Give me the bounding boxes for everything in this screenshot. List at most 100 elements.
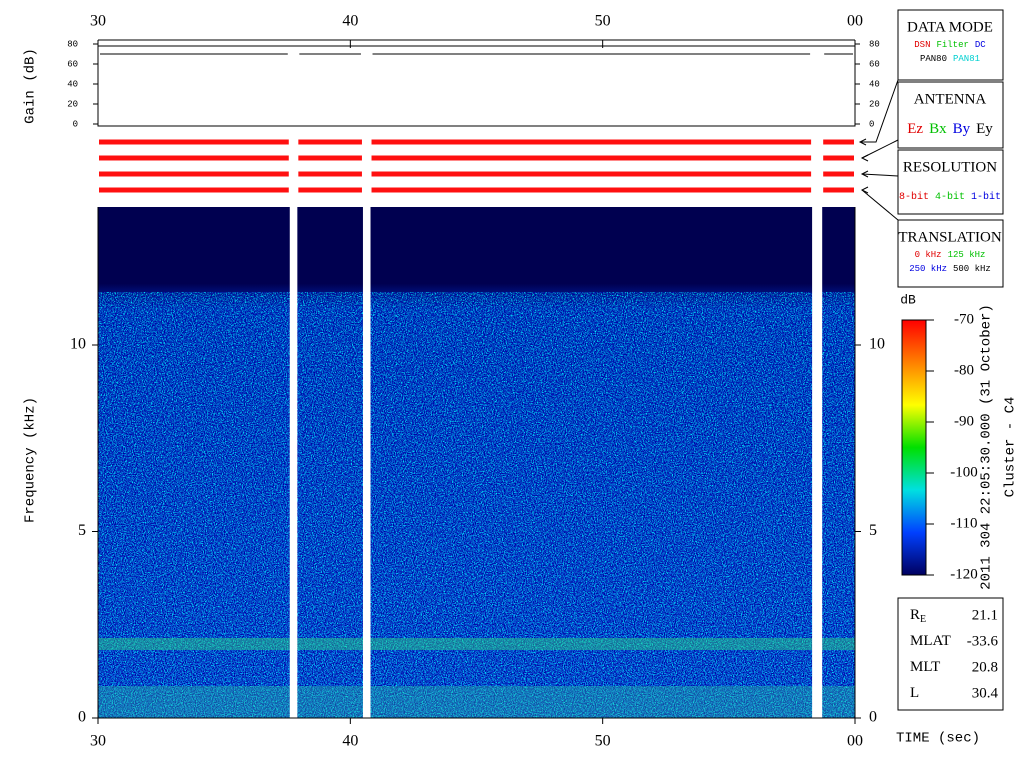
colorbar-tick-label: -70 xyxy=(954,311,974,327)
gain-tick-label: 0 xyxy=(73,119,78,129)
panel-item: 4-bit xyxy=(935,191,965,203)
panel-box xyxy=(897,149,1004,215)
status-bar xyxy=(298,155,362,161)
timestamp: 2011 304 22:05:30.000 (31 October) xyxy=(979,304,995,590)
y-tick-label: 10 xyxy=(869,336,885,353)
status-bar xyxy=(99,187,289,193)
panel-item: DSN xyxy=(914,40,930,50)
status-bar xyxy=(298,187,362,193)
panel-title: DATA MODE xyxy=(907,19,993,35)
panel-item: 8-bit xyxy=(899,191,929,203)
panel-item: 0 kHz xyxy=(915,250,942,260)
y-tick-label: 10 xyxy=(70,336,86,353)
y-tick-label: 0 xyxy=(869,709,877,726)
x-tick-label: 30 xyxy=(90,733,106,750)
panel-item: 500 kHz xyxy=(953,264,991,274)
position-label-text: R xyxy=(910,607,920,623)
gain-tick-label: 40 xyxy=(67,79,78,89)
gain-axis-label: Gain (dB) xyxy=(23,48,39,124)
panel-item: 1-bit xyxy=(971,191,1001,203)
gain-tick-label: 60 xyxy=(67,59,78,69)
gain-tick-label: 20 xyxy=(869,99,880,109)
status-bar xyxy=(298,171,362,177)
y-axis-label: Frequency (kHz) xyxy=(23,397,39,523)
x-tick-label: 00 xyxy=(847,733,863,750)
position-label-text: MLT xyxy=(910,659,940,675)
panel-item: Bx xyxy=(929,121,947,137)
position-box xyxy=(897,597,1004,711)
panel-item: By xyxy=(953,121,971,137)
connectors xyxy=(858,79,899,221)
status-bar xyxy=(823,155,854,161)
panel-box xyxy=(897,9,1004,81)
panel-box xyxy=(897,219,1004,288)
y-tick-label: 5 xyxy=(869,522,877,539)
gain-tick-label: 80 xyxy=(869,39,880,49)
panel-row: 8-bit 4-bit 1-bit xyxy=(899,191,1001,203)
panel-row: 250 kHz 500 kHz xyxy=(909,264,991,274)
status-bar xyxy=(99,171,289,177)
colorbar-tick-label: -90 xyxy=(954,413,974,429)
x-axis-label: TIME (sec) xyxy=(896,731,980,747)
gain-tick-label: 60 xyxy=(869,59,880,69)
gain-tick-label: 40 xyxy=(869,79,880,89)
colorbar-tick-label: -120 xyxy=(950,566,978,582)
status-bar xyxy=(298,139,362,145)
status-bar xyxy=(823,171,854,177)
panel-item: Ey xyxy=(976,121,993,137)
gain-tick-label: 80 xyxy=(67,39,78,49)
x-tick-label: 50 xyxy=(595,13,611,30)
panel-row: DSN Filter DC xyxy=(914,40,986,50)
panel-item: PAN80 xyxy=(920,54,947,64)
position-label: MLT xyxy=(910,659,940,675)
status-bar xyxy=(823,139,854,145)
status-bar xyxy=(823,187,854,193)
panel-item: Ez xyxy=(907,121,923,137)
colorbar-tick-label: -80 xyxy=(954,362,974,378)
position-value: -33.6 xyxy=(967,633,999,649)
status-bar xyxy=(371,155,812,161)
y-tick-label: 0 xyxy=(78,709,86,726)
gain-tick-label: 20 xyxy=(67,99,78,109)
panel-item: PAN81 xyxy=(953,54,980,64)
spectrogram xyxy=(98,207,855,718)
x-tick-label: 40 xyxy=(342,733,358,750)
status-bar xyxy=(371,139,812,145)
panel-title: RESOLUTION xyxy=(903,159,997,175)
status-bar xyxy=(371,171,812,177)
position-value: 21.1 xyxy=(972,607,998,623)
spacecraft: Cluster - C4 xyxy=(1003,397,1019,498)
position-label: MLAT xyxy=(910,633,951,649)
panel-item: Filter xyxy=(936,40,968,50)
panel-row: 0 kHz 125 kHz xyxy=(915,250,986,260)
position-value: 20.8 xyxy=(972,659,998,675)
panel-item: 125 kHz xyxy=(948,250,986,260)
position-value: 30.4 xyxy=(972,685,999,701)
position-label-text: L xyxy=(910,685,919,701)
x-tick-label: 40 xyxy=(342,13,358,30)
colorbar xyxy=(901,319,927,576)
colorbar-tick-label: -110 xyxy=(951,515,978,531)
data-gap xyxy=(289,207,298,718)
data-gap xyxy=(812,207,823,718)
data-gap xyxy=(362,207,371,718)
x-tick-label: 50 xyxy=(595,733,611,750)
panel-row: PAN80 PAN81 xyxy=(920,54,980,64)
position-subscript: E xyxy=(920,614,926,625)
y-tick-label: 5 xyxy=(78,522,86,539)
status-bar xyxy=(371,187,812,193)
panel-box xyxy=(897,81,1004,149)
gain-tick-label: 0 xyxy=(869,119,874,129)
panel-item: 250 kHz xyxy=(909,264,947,274)
x-tick-label: 00 xyxy=(847,13,863,30)
panel-row: Ez Bx By Ey xyxy=(907,121,993,137)
status-bar xyxy=(99,155,289,161)
status-bar xyxy=(99,139,289,145)
position-label: RE xyxy=(910,607,926,625)
panel-title: TRANSLATION xyxy=(898,229,1001,245)
x-tick-label: 30 xyxy=(90,13,106,30)
colorbar-tick-label: -100 xyxy=(950,464,978,480)
panel-title: ANTENNA xyxy=(914,91,987,107)
